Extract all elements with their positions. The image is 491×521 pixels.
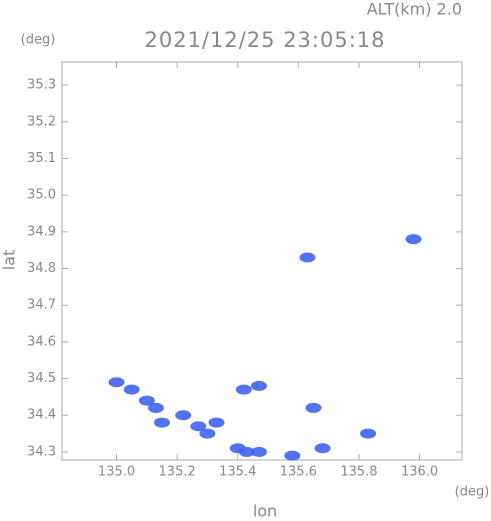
y-unit: (deg) bbox=[21, 33, 56, 48]
y-tick-label: 34.5 bbox=[27, 371, 56, 386]
plot-frame bbox=[61, 61, 463, 461]
x-tick-label: 136.0 bbox=[401, 465, 438, 480]
echo bbox=[305, 402, 322, 413]
echo bbox=[284, 450, 301, 461]
echo bbox=[250, 446, 267, 457]
y-tick-label: 35.1 bbox=[27, 151, 56, 166]
echo bbox=[299, 252, 316, 263]
echo bbox=[123, 384, 140, 395]
altitude-label: ALT(km) 2.0 bbox=[367, 0, 462, 19]
echo bbox=[405, 234, 422, 245]
x-unit: (deg) bbox=[455, 485, 490, 500]
echo bbox=[199, 428, 216, 439]
echo bbox=[147, 402, 164, 413]
echo bbox=[154, 417, 170, 428]
y-tick-label: 34.8 bbox=[27, 261, 56, 276]
y-tick-label: 35.3 bbox=[27, 78, 56, 93]
x-tick-label: 135.8 bbox=[340, 465, 377, 480]
chart-title: 2021/12/25 23:05:18 bbox=[144, 28, 385, 52]
y-tick-label: 35.0 bbox=[27, 188, 56, 203]
y-tick-label: 34.6 bbox=[27, 334, 56, 349]
echo bbox=[250, 380, 267, 391]
x-tick-label: 135.4 bbox=[219, 465, 256, 480]
echo bbox=[175, 410, 192, 421]
echo bbox=[360, 428, 377, 439]
echo bbox=[208, 417, 225, 428]
echo bbox=[108, 377, 125, 388]
x-axis-label: lon bbox=[253, 502, 277, 521]
y-tick-label: 34.4 bbox=[27, 408, 56, 423]
y-tick-label: 35.2 bbox=[27, 114, 56, 129]
y-tick-label: 34.9 bbox=[27, 224, 56, 239]
echo bbox=[138, 395, 155, 406]
y-tick-label: 34.3 bbox=[27, 444, 56, 459]
echo bbox=[238, 446, 255, 457]
echo bbox=[190, 421, 207, 432]
y-axis-label: lat bbox=[0, 250, 19, 271]
echo bbox=[314, 443, 331, 454]
x-tick-label: 135.0 bbox=[98, 465, 135, 480]
echo bbox=[235, 384, 252, 395]
y-tick-label: 34.7 bbox=[27, 298, 56, 313]
x-tick-label: 135.2 bbox=[159, 465, 196, 480]
x-tick-label: 135.6 bbox=[280, 465, 317, 480]
